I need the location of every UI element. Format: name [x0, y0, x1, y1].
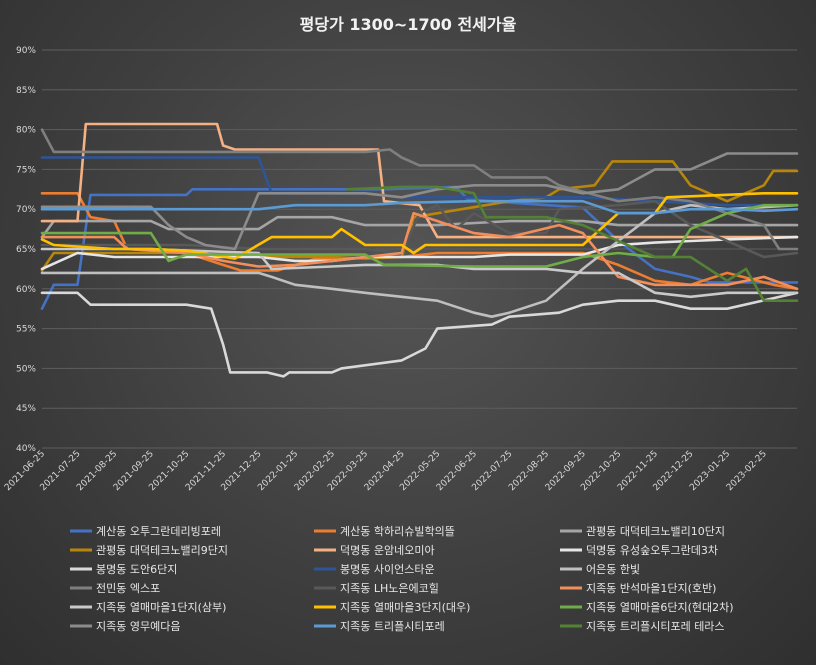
y-tick-label: 55%: [16, 325, 36, 335]
legend-label: 지족동 반석마을1단지(호반): [586, 582, 716, 595]
y-tick-label: 60%: [16, 285, 36, 295]
series-line-17: [40, 199, 799, 215]
legend-label: 관평동 대덕테크노밸리10단지: [586, 525, 725, 538]
legend-label: 덕명동 운암네오미아: [340, 544, 435, 557]
legend-label: 관평동 대덕테크노밸리9단지: [96, 544, 228, 557]
legend-label: 전민동 엑스포: [96, 582, 160, 595]
series-line-10: [40, 128, 799, 251]
legend-label: 봉명동 도안6단지: [96, 563, 177, 576]
legend-label: 지족동 영무예다음: [96, 620, 180, 633]
legend-label: 지족동 트리플시티포레 테라스: [586, 620, 725, 633]
y-axis-ticks: 40% 45% 50% 55% 60% 65% 70% 75% 80% 85% 90%: [16, 46, 36, 454]
y-tick-label: 65%: [16, 245, 36, 255]
legend: 계산동 오투그란데리빙포레 계산동 학하리슈빌학의뜰 관평동 대덕테크노밸리10단지…: [70, 524, 734, 633]
legend-label: 지족동 LH노은에코힐: [340, 582, 439, 595]
x-axis-ticks: 2021-06-252021-07-252021-08-252021-09-25…: [3, 449, 769, 493]
y-tick-label: 75%: [16, 165, 36, 175]
legend-label: 계산동 학하리슈빌학의뜰: [340, 524, 455, 538]
legend-label: 봉명동 사이언스타운: [340, 563, 435, 576]
legend-label: 덕명동 유성숲오투그란데3차: [586, 544, 718, 557]
chart-title: 평당가 1300~1700 전세가율: [300, 15, 517, 34]
y-tick-label: 85%: [16, 86, 36, 96]
legend-label: 지족동 열매마을3단지(대우): [340, 601, 470, 614]
series-line-3: [40, 215, 799, 239]
y-tick-label: 45%: [16, 404, 36, 414]
legend-label: 지족동 열매마을1단지(삼부): [96, 601, 226, 614]
legend-label: 계산동 오투그란데리빙포레: [96, 525, 221, 538]
series-line-8: [40, 156, 799, 207]
legend-label: 어은동 한빛: [586, 563, 640, 576]
series-lines: [40, 122, 799, 378]
series-line-16: [40, 152, 799, 251]
series-line-15: [40, 203, 799, 268]
series-line-18: [345, 185, 799, 303]
y-tick-label: 50%: [16, 364, 36, 374]
y-tick-label: 70%: [16, 205, 36, 215]
legend-label: 지족동 열매마을6단지(현대2차): [586, 601, 734, 614]
y-tick-label: 90%: [16, 46, 36, 56]
legend-label: 지족동 트리플시티포레: [340, 620, 445, 633]
y-tick-label: 40%: [16, 444, 36, 454]
series-line-7: [40, 291, 799, 378]
series-line-6: [40, 235, 799, 271]
y-tick-label: 80%: [16, 126, 36, 136]
